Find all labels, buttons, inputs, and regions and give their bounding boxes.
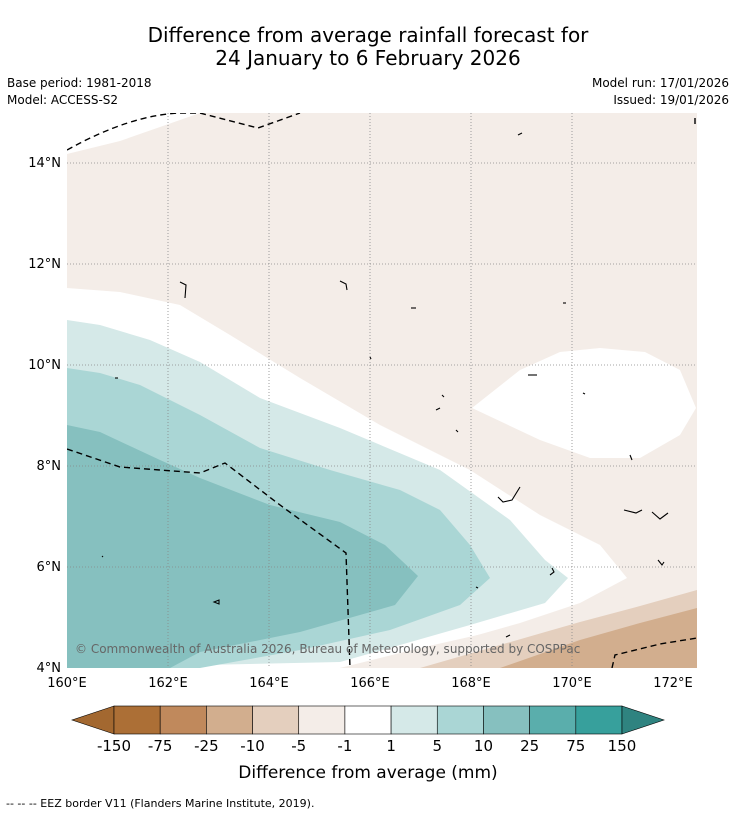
colorbar-tick-label: 150 xyxy=(608,737,637,755)
colorbar-segment-9 xyxy=(529,705,577,735)
colorbar-tick-label: -5 xyxy=(291,737,306,755)
colorbar-segment-10 xyxy=(575,705,623,735)
eez-legend-note: -- -- -- EEZ border V11 (Flanders Marine… xyxy=(6,797,315,810)
colorbar-segment-6 xyxy=(390,705,438,735)
lon-label-160e: 160°E xyxy=(47,676,87,691)
colorbar-tick-label: 75 xyxy=(566,737,585,755)
eez-borders xyxy=(67,113,697,668)
map-title-line2: 24 January to 6 February 2026 xyxy=(215,46,521,70)
colorbar-tick-labels: -150 -75 -25 -10 -5 -1 1 5 10 25 75 150 xyxy=(97,737,636,755)
colorbar-segments xyxy=(113,705,623,735)
islands xyxy=(101,132,669,638)
colorbar-tick-label: -1 xyxy=(337,737,352,755)
colorbar-above-arrow xyxy=(621,705,665,735)
copyright-text: © Commonwealth of Australia 2026, Bureau… xyxy=(75,642,580,656)
lat-label-10n: 10°N xyxy=(28,358,61,373)
lon-label-172e: 172°E xyxy=(653,676,693,691)
lon-label-166e: 166°E xyxy=(350,676,390,691)
colorbar-tick-label: -10 xyxy=(240,737,265,755)
lon-label-168e: 168°E xyxy=(451,676,491,691)
white-band-top xyxy=(67,113,200,154)
colorbar-segment-4 xyxy=(298,705,346,735)
model-run-label: Model run: 17/01/2026 xyxy=(591,76,729,90)
map-plot: © Commonwealth of Australia 2026, Bureau… xyxy=(67,113,697,668)
colorbar: -150 -75 -25 -10 -5 -1 1 5 10 25 75 150 Difference … xyxy=(71,705,665,783)
base-period-label: Base period: 1981-2018 xyxy=(7,76,152,90)
lat-label-4n: 4°N xyxy=(37,661,62,676)
map-title-line1: Difference from average rainfall forecas… xyxy=(147,23,589,47)
lon-label-164e: 164°E xyxy=(249,676,289,691)
model-label: Model: ACCESS-S2 xyxy=(7,93,119,107)
colorbar-segment-2 xyxy=(206,705,253,735)
colorbar-tick-label: -75 xyxy=(148,737,173,755)
lon-label-162e: 162°E xyxy=(148,676,188,691)
colorbar-segment-0 xyxy=(113,705,161,735)
colorbar-segment-5 xyxy=(344,705,392,735)
lat-label-8n: 8°N xyxy=(37,459,62,474)
colorbar-tick-label: 10 xyxy=(474,737,493,755)
colorbar-tick-label: 25 xyxy=(520,737,539,755)
colorbar-title: Difference from average (mm) xyxy=(238,763,497,783)
lat-label-12n: 12°N xyxy=(28,257,61,272)
lon-label-170e: 170°E xyxy=(552,676,592,691)
colorbar-segment-8 xyxy=(483,705,530,735)
colorbar-segment-7 xyxy=(436,705,484,735)
lat-label-14n: 14°N xyxy=(28,156,61,171)
colorbar-tick-label: -150 xyxy=(97,737,131,755)
lat-label-6n: 6°N xyxy=(37,560,62,575)
colorbar-tick-label: 5 xyxy=(432,737,442,755)
dry-band-neg10 xyxy=(500,608,697,668)
colorbar-tick-label: 1 xyxy=(386,737,396,755)
colorbar-segment-1 xyxy=(159,705,207,735)
colorbar-tick-label: -25 xyxy=(194,737,219,755)
colorbar-segment-3 xyxy=(252,705,300,735)
issued-label: Issued: 19/01/2026 xyxy=(613,93,729,107)
gridlines xyxy=(67,113,697,668)
lat-labels: 14°N 12°N 10°N 8°N 6°N 4°N xyxy=(28,156,61,676)
colorbar-below-arrow xyxy=(71,705,115,735)
wet-band-10-25 xyxy=(67,425,418,668)
lon-labels: 160°E 162°E 164°E 166°E 168°E 170°E 172°… xyxy=(47,676,693,691)
